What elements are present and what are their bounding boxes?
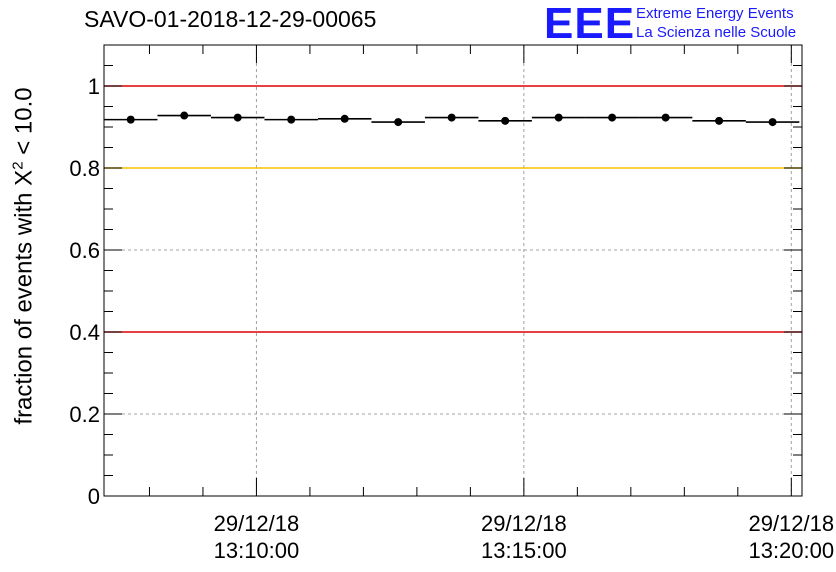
data-point <box>394 118 403 127</box>
x-tick-label-date: 29/12/18 <box>481 511 567 536</box>
y-tick-label: 0 <box>88 484 100 509</box>
data-point <box>608 113 617 122</box>
y-tick-label: 0.8 <box>69 156 100 181</box>
data-point <box>180 111 189 120</box>
x-tick-label-time: 13:20:00 <box>748 538 834 563</box>
logo-caption: Extreme Energy Events La Scienza nelle S… <box>636 4 796 42</box>
x-tick-label-date: 29/12/18 <box>748 511 834 536</box>
y-tick-label: 1 <box>88 74 100 99</box>
chart-title: SAVO-01-2018-12-29-00065 <box>84 6 377 32</box>
eee-logo: EEE <box>544 0 636 48</box>
y-tick-label: 0.6 <box>69 238 100 263</box>
x-tick-label-date: 29/12/18 <box>214 511 300 536</box>
data-point <box>287 115 296 124</box>
data-point <box>126 115 135 124</box>
data-point <box>233 113 242 122</box>
logo-line-2: La Scienza nelle Scuole <box>636 24 797 41</box>
data-point <box>715 116 724 125</box>
data-point <box>661 113 670 122</box>
y-tick-label: 0.2 <box>69 402 100 427</box>
data-point <box>768 118 777 127</box>
plot-frame <box>103 44 803 497</box>
data-point <box>554 113 563 122</box>
y-tick-label: 0.4 <box>69 320 100 345</box>
logo-line-1: Extreme Energy Events <box>636 5 794 22</box>
data-point <box>447 113 456 122</box>
x-tick-label-time: 13:15:00 <box>481 538 567 563</box>
data-point <box>501 116 510 125</box>
data-point <box>340 114 349 123</box>
x-tick-label-time: 13:10:00 <box>214 538 300 563</box>
